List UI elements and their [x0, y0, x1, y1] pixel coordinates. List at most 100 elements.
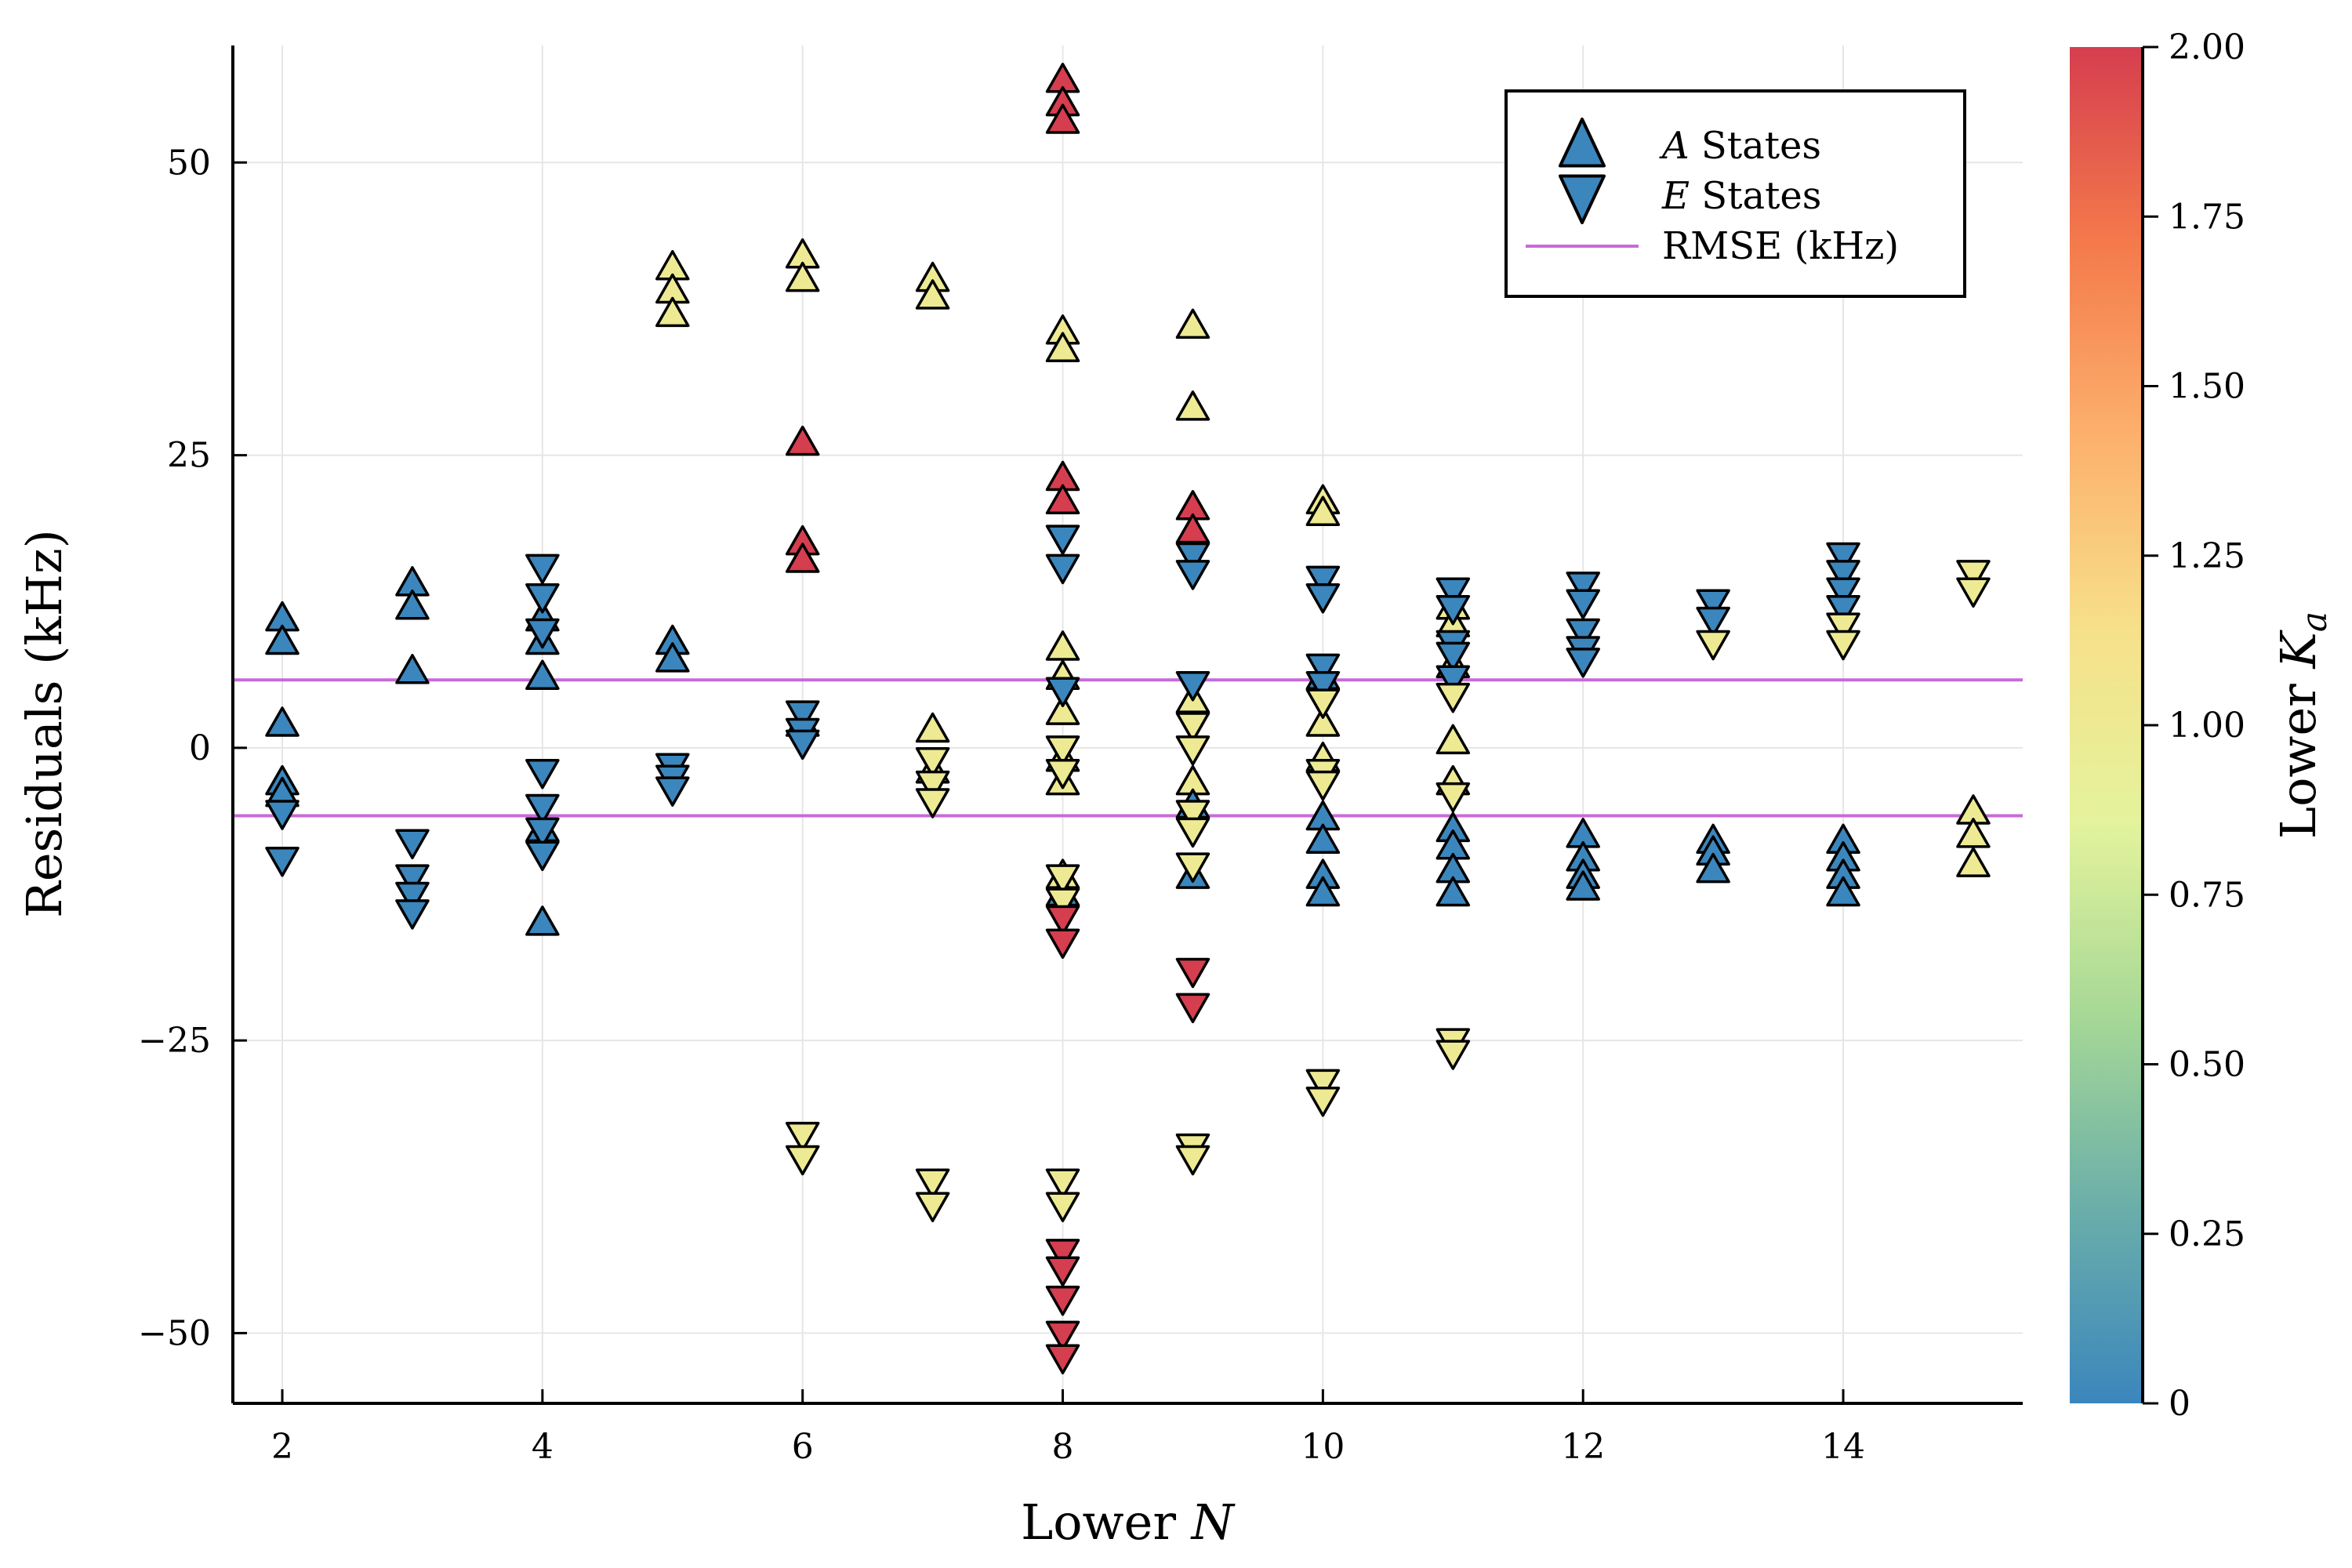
x-tick-label: 2 — [271, 1427, 293, 1467]
e-state-point — [1305, 770, 1341, 801]
e-state-point — [1045, 1192, 1080, 1222]
x-tick-label: 6 — [792, 1427, 814, 1467]
e-state-point — [1566, 648, 1600, 678]
e-state-point — [265, 846, 299, 877]
a-state-point — [915, 279, 950, 310]
y-axis-title: Residuals (kHz) — [16, 529, 73, 918]
colorbar-title: Lower Ka — [2270, 612, 2335, 839]
a-state-point — [395, 654, 430, 684]
a-state-point — [1436, 724, 1471, 755]
e-state-point — [1826, 542, 1860, 573]
a-state-point — [1696, 852, 1730, 884]
e-state-point — [785, 700, 820, 731]
e-state-point — [1045, 1168, 1080, 1200]
colorbar-tick-label: 0.50 — [2169, 1045, 2245, 1085]
e-state-point — [525, 840, 560, 871]
e-state-point — [785, 729, 820, 760]
a-state-point — [1045, 484, 1080, 515]
e-state-point — [1305, 670, 1341, 702]
a-state-point — [1826, 876, 1860, 907]
a-state-point — [1045, 630, 1080, 661]
e-state-point — [1956, 560, 1991, 590]
a-state-point — [525, 659, 560, 691]
legend-a-marker — [1559, 118, 1606, 168]
e-state-point — [1045, 1344, 1080, 1375]
e-state-point — [1045, 887, 1080, 918]
e-state-point — [1436, 665, 1471, 696]
y-ticks: −50 −25 0 25 50 — [138, 143, 247, 1353]
a-state-point — [1305, 495, 1341, 526]
e-state-point — [1826, 630, 1860, 661]
e-state-point — [1696, 630, 1730, 661]
a-state-point — [655, 296, 690, 328]
e-state-point — [525, 554, 560, 585]
x-tick-label: 10 — [1301, 1427, 1345, 1467]
a-state-point — [1305, 876, 1341, 907]
e-state-point — [525, 758, 560, 789]
e-state-point — [1175, 712, 1210, 742]
e-state-point — [1826, 594, 1860, 626]
legend-label-text: RMSE (kHz) — [1662, 224, 1899, 268]
e-state-point — [525, 793, 560, 825]
a-state-point — [1045, 695, 1080, 725]
colorbar-tick-label: 1.75 — [2169, 197, 2245, 237]
x-tick-label: 4 — [532, 1427, 554, 1467]
e-state-point — [1045, 1285, 1080, 1316]
colorbar-tick-label: 0 — [2169, 1384, 2190, 1424]
y-tick-label: 0 — [189, 728, 211, 768]
e-state-point — [1045, 905, 1080, 936]
a-state-point — [915, 712, 950, 743]
colorbar-tick-label: 1.50 — [2169, 367, 2245, 407]
e-state-point — [1175, 993, 1210, 1024]
legend-label-text: States — [1690, 174, 1821, 218]
e-state-point — [1436, 782, 1471, 813]
legend-e-marker — [1559, 174, 1606, 224]
e-state-point — [265, 800, 299, 830]
e-state-point — [1175, 560, 1210, 590]
x-ticks: 2 4 6 8 10 12 14 — [271, 1389, 1865, 1467]
e-state-point — [1436, 594, 1471, 626]
e-state-point — [1305, 565, 1341, 597]
a-state-point — [1956, 818, 1991, 848]
colorbar: 0 0.25 0.50 0.75 1.00 1.25 1.50 1.75 2.00 Lower … — [2070, 27, 2335, 1424]
e-state-point — [1045, 864, 1080, 895]
e-state-point — [1566, 572, 1600, 602]
e-state-point — [1305, 583, 1341, 614]
e-state-point — [1305, 653, 1341, 684]
a-state-point — [1956, 847, 1991, 877]
e-state-point — [1175, 852, 1210, 883]
a-state-point — [655, 642, 690, 673]
e-state-point — [785, 1145, 820, 1176]
a-state-point — [1436, 876, 1471, 907]
e-state-point — [1696, 589, 1730, 619]
a-state-point — [1175, 390, 1210, 421]
e-state-point — [915, 1168, 950, 1200]
a-state-point — [785, 543, 820, 573]
e-state-point — [1566, 618, 1600, 649]
a-state-point — [1045, 103, 1080, 134]
x-tick-label: 12 — [1561, 1427, 1605, 1467]
e-state-point — [1175, 957, 1210, 989]
e-state-point — [395, 864, 430, 895]
e-state-point — [1175, 735, 1210, 766]
e-state-point — [1566, 589, 1600, 619]
a-state-point — [785, 261, 820, 292]
e-state-point — [915, 770, 950, 801]
x-tick-label: 14 — [1821, 1427, 1865, 1467]
e-state-point — [1045, 758, 1080, 789]
e-state-point — [655, 776, 690, 807]
a-state-point — [525, 906, 560, 936]
colorbar-tick-label: 1.25 — [2169, 536, 2245, 576]
e-state-point — [1045, 677, 1080, 707]
colorbar-tick-label: 0.75 — [2169, 875, 2245, 915]
e-state-point — [525, 583, 560, 614]
e-state-point — [525, 618, 560, 649]
a-state-point — [1045, 332, 1080, 362]
e-state-point — [1436, 641, 1471, 673]
e-state-point — [525, 817, 560, 848]
e-state-point — [1045, 1320, 1080, 1352]
e-state-point — [915, 788, 950, 818]
e-state-point — [1045, 928, 1080, 959]
